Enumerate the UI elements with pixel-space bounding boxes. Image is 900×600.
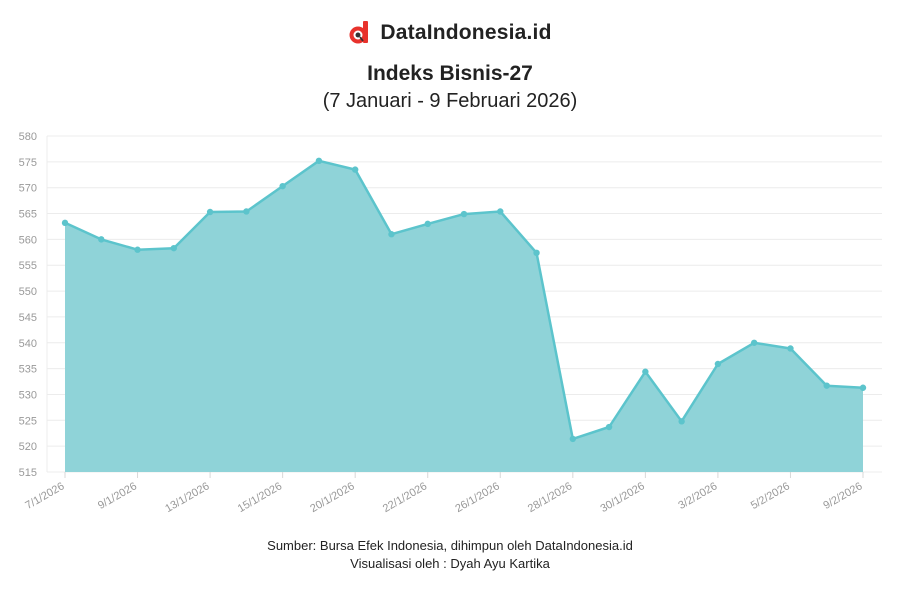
y-tick-label: 545 xyxy=(19,312,37,324)
area-fill xyxy=(65,160,863,473)
data-point xyxy=(388,231,395,238)
brand-header: DataIndonesia.id xyxy=(0,20,900,46)
data-point xyxy=(823,382,830,389)
x-tick-label: 9/2/2026 xyxy=(821,480,864,512)
data-point xyxy=(279,182,286,190)
y-tick-label: 575 xyxy=(19,157,37,169)
y-tick-label: 540 xyxy=(19,338,37,350)
x-tick-label: 30/1/2026 xyxy=(598,480,646,515)
y-tick-label: 535 xyxy=(19,364,37,376)
y-tick-label: 515 xyxy=(19,467,37,479)
y-tick-label: 560 xyxy=(19,234,37,246)
data-point xyxy=(351,166,359,173)
data-point xyxy=(170,244,178,252)
data-points xyxy=(61,157,867,443)
data-point xyxy=(134,246,141,253)
data-point xyxy=(605,423,613,431)
chart-title: Indeks Bisnis-27 xyxy=(367,62,533,85)
data-point xyxy=(787,345,794,352)
data-point xyxy=(533,249,540,257)
x-tick-label: 26/1/2026 xyxy=(453,480,501,515)
data-point xyxy=(61,219,69,227)
datindonesia-logo-icon xyxy=(349,21,369,44)
x-tick-label: 15/1/2026 xyxy=(236,480,284,515)
data-point xyxy=(859,384,867,391)
data-point xyxy=(424,220,431,228)
y-tick-label: 550 xyxy=(19,286,37,298)
brand-name: DataIndonesia.id xyxy=(380,21,552,44)
y-tick-label: 555 xyxy=(19,260,37,272)
y-tick-label: 565 xyxy=(19,209,37,221)
data-point xyxy=(206,208,214,216)
x-tick-label: 3/2/2026 xyxy=(676,480,719,512)
y-tick-label: 520 xyxy=(19,441,37,453)
y-axis-ticks: 515 520 525 530 535 540 545 550 555 560 565 570 575 5… xyxy=(19,131,37,479)
x-tick-label: 13/1/2026 xyxy=(163,480,211,515)
source-note: Sumber: Bursa Efek Indonesia, dihimpun o… xyxy=(267,538,633,553)
data-point xyxy=(315,157,323,165)
data-point xyxy=(714,360,722,368)
data-point xyxy=(98,236,105,243)
x-tick-label: 22/1/2026 xyxy=(381,480,429,515)
x-tick-label: 7/1/2026 xyxy=(23,480,66,512)
data-point xyxy=(460,210,468,218)
x-tick-label: 28/1/2026 xyxy=(526,480,574,515)
x-tick-label: 20/1/2026 xyxy=(308,480,356,515)
x-axis-ticks: 7/1/2026 9/1/2026 13/1/2026 15/1/2026 20/1/2… xyxy=(23,472,865,515)
data-point xyxy=(497,208,504,215)
y-tick-label: 525 xyxy=(19,415,37,427)
credit-note: Visualisasi oleh : Dyah Ayu Kartika xyxy=(350,556,550,571)
data-point xyxy=(678,418,685,425)
data-point xyxy=(750,339,758,346)
y-tick-label: 530 xyxy=(19,389,37,401)
y-tick-label: 570 xyxy=(19,183,37,195)
y-tick-label: 580 xyxy=(19,131,37,143)
data-point xyxy=(569,435,577,443)
chart-subtitle: (7 Januari - 9 Februari 2026) xyxy=(322,90,578,112)
data-point xyxy=(642,368,649,375)
data-point xyxy=(243,208,250,215)
x-tick-label: 9/1/2026 xyxy=(96,480,139,512)
x-tick-label: 5/2/2026 xyxy=(749,480,792,512)
